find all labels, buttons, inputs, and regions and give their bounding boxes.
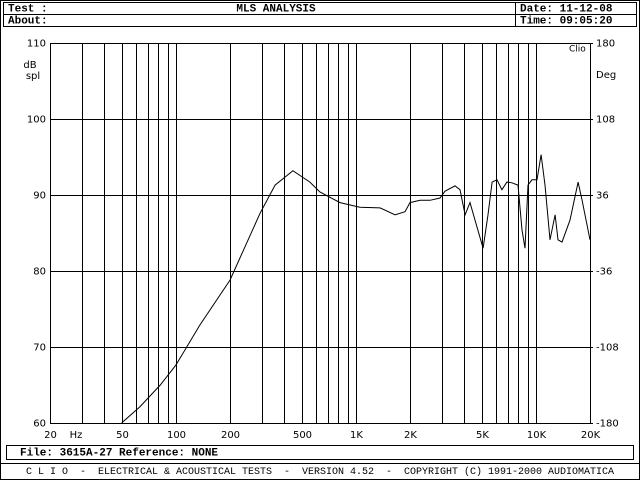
- title: MLS ANALYSIS: [236, 3, 316, 15]
- y2-tick-label: -180: [596, 419, 619, 430]
- x-tick-label: 10K: [527, 430, 547, 441]
- about-label: About:: [8, 15, 48, 27]
- x-tick-label: 2K: [404, 430, 417, 441]
- y-tick-label: 60: [33, 419, 46, 430]
- y2-tick-label: 108: [596, 115, 615, 126]
- y-tick-label: 80: [33, 267, 46, 278]
- y2-tick-label: -108: [596, 343, 619, 354]
- x-tick-label: 5K: [476, 430, 489, 441]
- x-tick-label: 100: [167, 430, 186, 441]
- x-tick-label: 1K: [350, 430, 363, 441]
- x-tick-label: 200: [221, 430, 240, 441]
- y-tick-label: 100: [27, 115, 46, 126]
- y2-tick-label: 36: [596, 191, 609, 202]
- x-tick-label: 50: [116, 430, 129, 441]
- y-unit: spl: [26, 71, 40, 82]
- file-box: [6, 445, 634, 460]
- time: Time: 09:05:20: [520, 15, 612, 27]
- test-label: Test :: [8, 3, 48, 15]
- response-curve: [121, 154, 591, 424]
- y-tick-label: 70: [33, 343, 46, 354]
- file-info: File: 3615A-27 Reference: NONE: [20, 447, 218, 459]
- y2-unit: Deg: [596, 70, 616, 81]
- plot: 20 50 100 200 500 1K 2K 5K 10K 20K 60 70 80 90 100 110 -…: [27, 39, 619, 442]
- x-unit: Hz: [70, 430, 83, 441]
- y2-tick-label: 180: [596, 39, 615, 50]
- y-tick-label: 90: [33, 191, 46, 202]
- y-tick-label: 110: [27, 39, 46, 50]
- brand: Clio: [569, 45, 586, 55]
- credits: C L I O - ELECTRICAL & ACOUSTICAL TESTS …: [26, 466, 614, 478]
- x-tick-label: 20: [44, 430, 57, 441]
- y-unit: dB: [23, 60, 36, 71]
- y2-tick-label: -36: [596, 267, 612, 278]
- date: Date: 11-12-08: [520, 3, 613, 15]
- x-tick-label: 500: [293, 430, 312, 441]
- x-tick-label: 20K: [581, 430, 601, 441]
